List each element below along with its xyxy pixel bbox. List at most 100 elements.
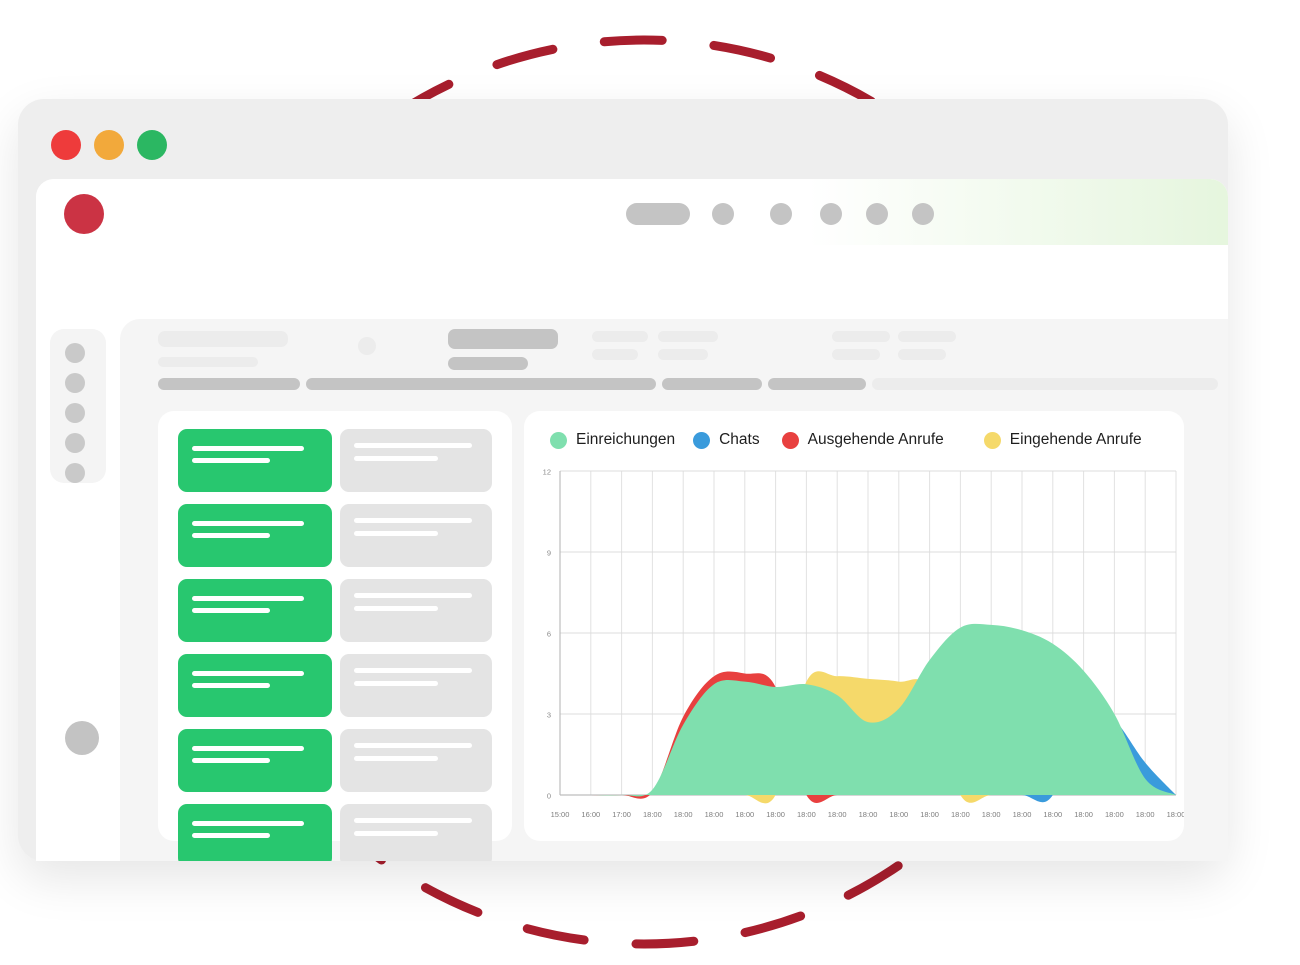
task-row-5-secondary[interactable] xyxy=(340,729,492,792)
stat-2-value xyxy=(658,349,708,360)
text-placeholder xyxy=(192,671,304,676)
task-row-3-secondary[interactable] xyxy=(340,579,492,642)
text-placeholder xyxy=(192,446,304,451)
area-chart: 0 3 6 9 12 15:00 16:00 17:00 18:00 18:00 18:00 18:0… xyxy=(543,468,1184,820)
x-axis-tick-label: 18:00 xyxy=(1074,810,1093,819)
list-item[interactable] xyxy=(178,654,492,717)
toolbar xyxy=(626,203,934,225)
toolbar-pill-wide[interactable] xyxy=(626,203,690,225)
x-axis-tick-label: 18:00 xyxy=(705,810,724,819)
toolbar-dot-4[interactable] xyxy=(866,203,888,225)
y-axis-tick-label: 12 xyxy=(543,468,551,477)
legend-item-2[interactable]: Chats xyxy=(693,431,760,449)
browser-window: Einreichungen Chats Ausgehende Anrufe Einge… xyxy=(18,99,1228,861)
x-axis-tick-label: 18:00 xyxy=(982,810,1001,819)
text-placeholder xyxy=(354,456,438,461)
list-item[interactable] xyxy=(178,504,492,567)
task-row-2-secondary[interactable] xyxy=(340,504,492,567)
stat-4-label xyxy=(898,331,956,342)
x-axis-tick-label: 18:00 xyxy=(889,810,908,819)
action-secondary-placeholder xyxy=(448,357,528,370)
x-axis-tick-label: 18:00 xyxy=(859,810,878,819)
stat-3-label xyxy=(832,331,890,342)
legend-swatch-icon xyxy=(983,431,1001,449)
legend-item-1[interactable]: Einreichungen xyxy=(550,431,675,449)
toolbar-dot-2[interactable] xyxy=(770,203,792,225)
text-placeholder xyxy=(354,831,438,836)
chart-panel: Einreichungen Chats Ausgehende Anrufe Einge… xyxy=(524,411,1184,841)
x-axis-tick-label: 17:00 xyxy=(612,810,631,819)
app-viewport: Einreichungen Chats Ausgehende Anrufe Einge… xyxy=(36,179,1228,861)
progress-segment-remainder xyxy=(872,378,1218,390)
sidebar-nav-group xyxy=(50,329,106,483)
text-placeholder xyxy=(354,606,438,611)
stat-4-value xyxy=(898,349,946,360)
minimize-icon[interactable] xyxy=(94,130,124,160)
legend-label: Einreichungen xyxy=(576,431,676,448)
toolbar-dot-3[interactable] xyxy=(820,203,842,225)
x-axis-tick-label: 18:00 xyxy=(1136,810,1155,819)
text-placeholder xyxy=(354,681,438,686)
window-titlebar xyxy=(18,99,1228,179)
sidebar-item-4[interactable] xyxy=(65,433,85,453)
action-primary-placeholder xyxy=(448,329,558,349)
legend-item-3[interactable]: Ausgehende Anrufe xyxy=(781,431,944,449)
x-axis-tick-label: 18:00 xyxy=(1105,810,1124,819)
legend-swatch-icon xyxy=(781,431,799,449)
text-placeholder xyxy=(354,518,472,523)
progress-track xyxy=(158,378,1218,390)
text-placeholder xyxy=(192,758,270,763)
close-icon[interactable] xyxy=(51,130,81,160)
x-axis-tick-label: 16:00 xyxy=(581,810,600,819)
task-row-1-primary[interactable] xyxy=(178,429,332,492)
header-skeleton xyxy=(158,319,1218,381)
task-row-6-primary[interactable] xyxy=(178,804,332,861)
task-list-panel xyxy=(158,411,512,861)
app-topbar xyxy=(36,179,1228,245)
progress-segment-4 xyxy=(768,378,866,390)
task-row-4-primary[interactable] xyxy=(178,654,332,717)
x-axis-tick-label: 18:00 xyxy=(735,810,754,819)
avatar[interactable] xyxy=(64,194,104,234)
task-row-6-secondary[interactable] xyxy=(340,804,492,861)
maximize-icon[interactable] xyxy=(137,130,167,160)
list-item[interactable] xyxy=(178,429,492,492)
sidebar-item-3[interactable] xyxy=(65,403,85,423)
sidebar-item-2[interactable] xyxy=(65,373,85,393)
sidebar-item-5[interactable] xyxy=(65,463,85,483)
text-placeholder xyxy=(354,531,438,536)
main-content: Einreichungen Chats Ausgehende Anrufe Einge… xyxy=(120,319,1228,861)
task-row-5-primary[interactable] xyxy=(178,729,332,792)
text-placeholder xyxy=(354,743,472,748)
stat-2-label xyxy=(658,331,718,342)
sidebar-item-1[interactable] xyxy=(65,343,85,363)
x-axis-tick-label: 18:00 xyxy=(920,810,939,819)
y-axis-tick-label: 9 xyxy=(547,549,551,558)
task-row-1-secondary[interactable] xyxy=(340,429,492,492)
stat-1-value xyxy=(592,349,638,360)
legend-item-4[interactable]: Eingehende Anrufe xyxy=(983,431,1142,449)
x-axis-tick-label: 18:00 xyxy=(828,810,847,819)
x-axis-tick-label: 18:00 xyxy=(1043,810,1062,819)
text-placeholder xyxy=(192,521,304,526)
task-row-4-secondary[interactable] xyxy=(340,654,492,717)
toolbar-dot-1[interactable] xyxy=(712,203,734,225)
progress-segment-3 xyxy=(662,378,762,390)
list-item[interactable] xyxy=(178,729,492,792)
sidebar-account[interactable] xyxy=(65,721,99,755)
task-row-2-primary[interactable] xyxy=(178,504,332,567)
chart-legend: Einreichungen Chats Ausgehende Anrufe Einge… xyxy=(550,425,1142,455)
toolbar-dot-5[interactable] xyxy=(912,203,934,225)
task-row-3-primary[interactable] xyxy=(178,579,332,642)
text-placeholder xyxy=(192,458,270,463)
list-item[interactable] xyxy=(178,804,492,861)
text-placeholder xyxy=(192,596,304,601)
list-item[interactable] xyxy=(178,579,492,642)
x-axis-tick-label: 18:00 xyxy=(766,810,785,819)
legend-swatch-icon xyxy=(550,431,567,449)
sidebar xyxy=(36,245,120,861)
progress-segment-1 xyxy=(158,378,300,390)
x-axis-tick-label: 18:00 xyxy=(951,810,970,819)
legend-swatch-icon xyxy=(693,431,711,449)
